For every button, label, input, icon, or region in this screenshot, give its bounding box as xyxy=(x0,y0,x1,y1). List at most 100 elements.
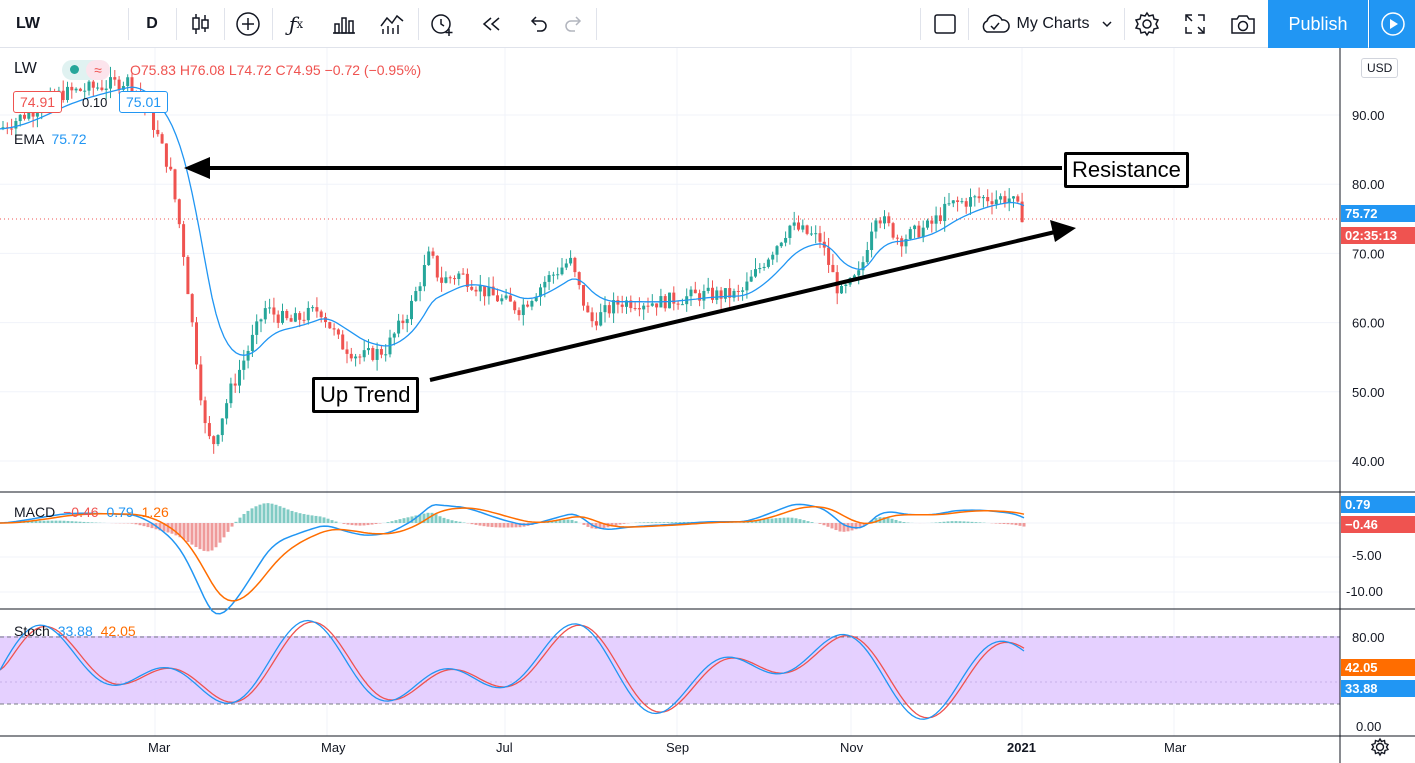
templates-icon[interactable] xyxy=(324,0,364,47)
ema-line xyxy=(0,86,1025,356)
candle xyxy=(388,329,392,358)
macd-bar xyxy=(66,520,70,523)
price-tick: 90.00 xyxy=(1352,108,1385,123)
alert-icon[interactable] xyxy=(422,0,462,47)
macd-bar xyxy=(1010,523,1014,525)
time-label: Jul xyxy=(496,740,513,755)
candle xyxy=(78,87,82,92)
ema-price-label: 75.72 xyxy=(1341,205,1415,222)
legend-status[interactable]: ≈ xyxy=(62,60,110,80)
macd-bar xyxy=(978,522,982,523)
compare-icon[interactable] xyxy=(372,0,412,47)
candle xyxy=(328,321,332,329)
macd-bar xyxy=(30,521,34,523)
macd-bar xyxy=(198,523,202,550)
candle xyxy=(551,271,555,284)
buy-price-button[interactable]: 75.01 xyxy=(119,91,169,113)
candle xyxy=(788,224,792,245)
sell-price-button[interactable]: 74.91 xyxy=(13,91,63,113)
macd-bar xyxy=(894,519,898,523)
macd-bar xyxy=(498,523,502,528)
candle xyxy=(530,299,534,311)
stoch-d-value: 42.05 xyxy=(100,623,136,639)
macd-bar xyxy=(78,521,82,523)
macd-bar xyxy=(806,521,810,523)
macd-bar xyxy=(794,518,798,523)
macd-hist-price-label: −0.46 xyxy=(1341,516,1415,533)
candle xyxy=(960,197,964,204)
redo-icon[interactable] xyxy=(554,0,594,47)
candle xyxy=(212,435,216,454)
price-axis[interactable]: 90.00 80.00 70.00 60.00 50.00 40.00 xyxy=(1352,108,1385,469)
candle xyxy=(908,226,912,241)
candle xyxy=(435,255,439,282)
candle xyxy=(250,324,254,358)
axis-settings-icon[interactable] xyxy=(1370,737,1390,757)
macd-bar xyxy=(34,520,38,523)
macd-bar xyxy=(254,506,258,523)
macd-bar xyxy=(798,519,802,523)
add-compare-icon[interactable] xyxy=(228,0,268,47)
layout-icon[interactable] xyxy=(925,0,965,47)
candle xyxy=(397,313,401,338)
candle xyxy=(18,113,22,127)
uptrend-arrow[interactable] xyxy=(429,220,1076,382)
resistance-arrow[interactable] xyxy=(184,157,1062,179)
camera-icon[interactable] xyxy=(1223,0,1263,47)
settings-icon[interactable] xyxy=(1127,0,1167,47)
legend-symbol[interactable]: LW xyxy=(14,60,37,77)
macd-bar xyxy=(762,519,766,523)
candle xyxy=(599,303,603,327)
candle xyxy=(969,188,972,215)
macd-bar xyxy=(570,519,574,523)
replay-icon[interactable] xyxy=(472,0,512,47)
play-icon[interactable] xyxy=(1369,0,1415,48)
candle xyxy=(311,305,315,312)
candle xyxy=(427,246,431,266)
stoch-legend[interactable]: Stoch 33.88 42.05 xyxy=(14,623,136,639)
legend-ohlc: O75.83 H76.08 L74.72 C74.95 −0.72 (−0.95… xyxy=(130,62,422,78)
candle xyxy=(728,278,732,309)
macd-bar xyxy=(830,523,834,529)
currency-button[interactable]: USD xyxy=(1361,58,1399,78)
candle xyxy=(431,247,435,259)
chart-canvas[interactable]: 90.00 80.00 70.00 60.00 50.00 40.00 -5.00 -10… xyxy=(0,48,1415,763)
candle xyxy=(672,286,676,311)
publish-button[interactable]: Publish xyxy=(1268,0,1368,48)
undo-icon[interactable] xyxy=(518,0,558,47)
candle xyxy=(207,415,211,440)
macd-legend-label: MACD xyxy=(14,504,56,520)
my-charts-button[interactable]: My Charts xyxy=(972,0,1122,47)
candle xyxy=(517,307,521,321)
macd-legend[interactable]: MACD −0.46 0.79 1.26 xyxy=(14,504,169,520)
macd-bar xyxy=(418,514,422,523)
macd-bar xyxy=(406,517,410,523)
macd-bar xyxy=(598,523,602,529)
resistance-annotation[interactable]: Resistance xyxy=(1064,152,1189,188)
macd-bar xyxy=(42,520,46,523)
candles-icon[interactable] xyxy=(180,0,220,47)
ema-legend[interactable]: EMA 75.72 xyxy=(14,131,87,147)
time-axis[interactable]: Mar May Jul Sep Nov 2021 Mar xyxy=(148,740,1187,755)
macd-bar xyxy=(410,516,414,523)
candle xyxy=(818,225,822,249)
interval-button[interactable]: D xyxy=(132,0,172,47)
macd-bar xyxy=(58,520,62,523)
uptrend-annotation[interactable]: Up Trend xyxy=(312,377,419,413)
candle xyxy=(113,70,117,86)
symbol-search[interactable]: LW xyxy=(0,0,128,47)
macd-line xyxy=(0,503,1025,615)
macd-bar xyxy=(646,522,650,523)
candle xyxy=(405,314,409,333)
candle xyxy=(874,218,878,239)
fullscreen-icon[interactable] xyxy=(1175,0,1215,47)
candle xyxy=(109,66,112,99)
candle xyxy=(91,76,95,98)
candle xyxy=(668,292,671,309)
candle xyxy=(857,261,861,285)
macd-bar xyxy=(958,521,962,523)
macd-bar xyxy=(310,515,314,523)
candle xyxy=(272,297,276,323)
macd-bar xyxy=(582,523,586,525)
